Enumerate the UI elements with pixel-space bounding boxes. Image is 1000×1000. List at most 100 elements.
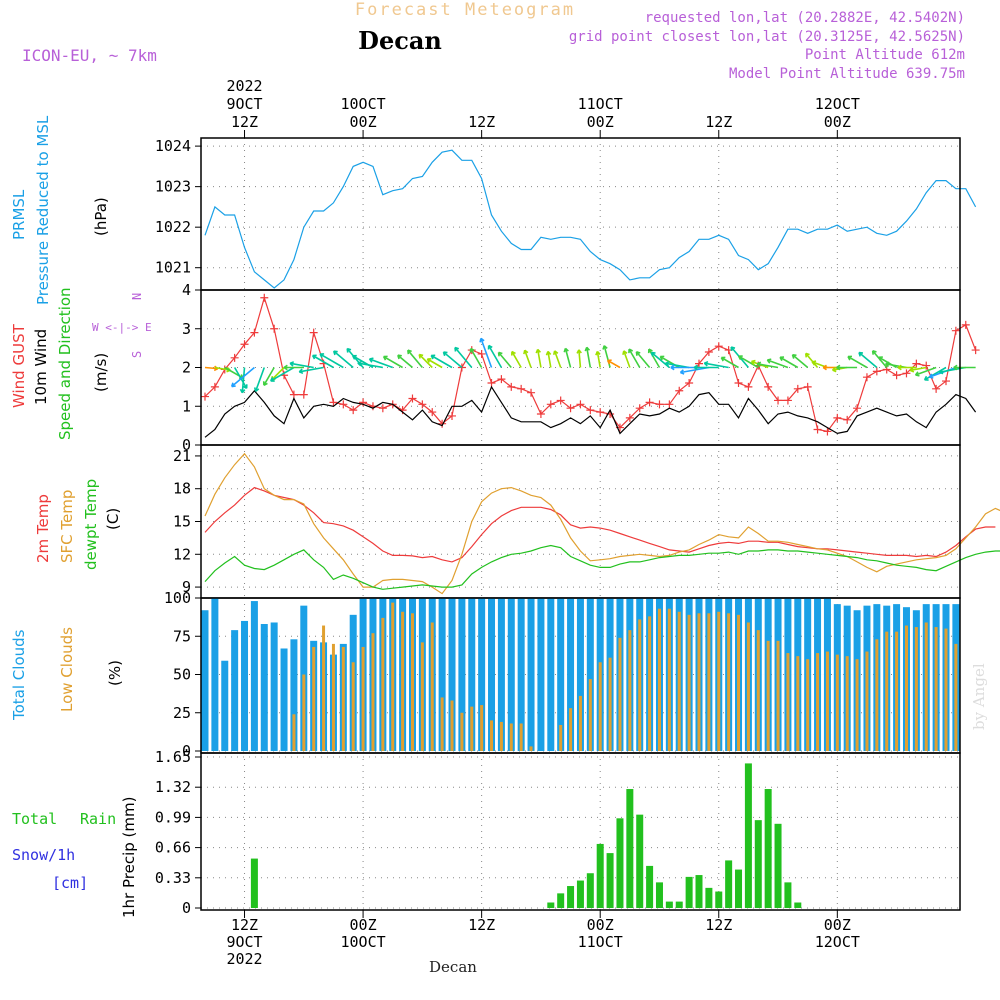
wind-arrow-head	[469, 347, 475, 353]
low-clouds-label: Low Clouds	[58, 627, 76, 712]
wind-arrow-head	[766, 358, 772, 364]
gust-point	[793, 384, 802, 393]
wind-arrow-head	[357, 360, 362, 367]
wind-direction-arrow	[442, 351, 463, 369]
wind-arrow-head	[650, 351, 656, 357]
low-cloud-bar	[578, 695, 582, 751]
wind-arrow-head	[938, 368, 944, 375]
gust-point	[556, 396, 565, 405]
bottom-time-label: 11OCT	[578, 933, 623, 951]
gust-point	[734, 379, 743, 387]
wind-arrow-head	[298, 368, 304, 375]
temperature-ytick-label: 18	[173, 480, 191, 498]
wind-direction-arrow	[915, 366, 937, 376]
total-cloud-bar	[478, 598, 486, 751]
precip-bar	[655, 882, 663, 908]
wind-arrow-head	[730, 346, 736, 352]
low-cloud-bar	[420, 642, 424, 751]
temperature-frame	[200, 444, 961, 599]
top-time-label: 10OCT	[341, 95, 386, 113]
gust-point	[349, 406, 358, 415]
gust-point	[862, 373, 871, 382]
bottom-time-label: 00Z	[587, 916, 614, 934]
temperature-line-dewpt-temp	[204, 544, 1000, 590]
wind-arrow-head	[239, 388, 246, 394]
gust-point	[250, 328, 259, 337]
wind-labels: Wind GUST 10m Wind Speed and Direction (…	[10, 287, 152, 440]
wind-arrow-head	[635, 351, 641, 356]
wind-arrow-head	[262, 381, 268, 386]
wind-ytick-label: 1	[182, 397, 191, 415]
wind-arrow-head	[535, 348, 542, 354]
low-cloud-bar	[341, 646, 345, 751]
wind-arrow-head	[928, 373, 934, 379]
low-cloud-bar	[737, 614, 741, 751]
wind-arrow-head	[858, 351, 864, 357]
low-cloud-bar	[351, 662, 355, 751]
low-cloud-bar	[756, 630, 760, 751]
clouds-ytick-label: 75	[173, 627, 191, 645]
wind-arrow-head	[382, 355, 388, 361]
wind-arrow-head	[750, 359, 756, 366]
low-cloud-bar	[697, 613, 701, 751]
wind-direction-arrow	[847, 355, 868, 369]
wind-arrow-head	[418, 353, 424, 359]
clouds-ytick-label: 100	[164, 589, 191, 607]
wind-direction-arrow	[270, 366, 285, 381]
wind-arrow-head	[953, 364, 958, 371]
wind-direction-arrow	[547, 351, 552, 368]
low-cloud-bar	[895, 631, 899, 751]
wind-arrow-head	[426, 358, 432, 363]
gust-point	[813, 425, 822, 434]
total-cloud-bar	[201, 610, 209, 751]
wind-arrow-head	[454, 346, 460, 352]
wind-direction-arrow	[319, 353, 344, 369]
low-cloud-bar	[855, 659, 859, 751]
wind-arrow-head	[430, 354, 436, 360]
low-cloud-bar	[806, 659, 810, 751]
low-cloud-bar	[559, 724, 563, 751]
precip-bar	[735, 869, 743, 908]
low-cloud-bar	[648, 616, 652, 751]
gust-point	[942, 377, 950, 386]
pressure-unit: (hPa)	[92, 197, 110, 236]
wind-arrow-head	[664, 361, 670, 367]
gust-point	[359, 398, 368, 407]
gust-point	[764, 382, 773, 391]
wind-arrow-head	[352, 354, 357, 360]
model-altitude: Model Point Altitude 639.75m	[729, 66, 965, 82]
wind-direction-arrow	[648, 348, 661, 368]
wind-arrow-head	[737, 355, 743, 361]
temperature-line-2m-temp	[204, 486, 996, 563]
wind-direction-arrow	[333, 350, 354, 369]
wind-arrow-head	[897, 364, 902, 371]
gust-point	[201, 392, 209, 401]
total-cloud-bar	[547, 598, 555, 751]
gust-point	[833, 413, 842, 422]
temp-dewpt-label: dewpt Temp	[82, 479, 100, 570]
gust-point	[783, 396, 792, 405]
pressure-ytick-label: 1023	[155, 178, 191, 196]
low-cloud-bar	[440, 697, 444, 751]
low-cloud-bar	[470, 706, 474, 751]
precip-bar	[715, 891, 723, 908]
top-time-label: 12OCT	[815, 95, 860, 113]
gust-point	[428, 408, 437, 417]
gust-point	[872, 367, 881, 376]
gust-point	[210, 382, 219, 391]
wind-arrow-head	[289, 361, 295, 367]
precip-ytick-label: 0.33	[155, 869, 191, 887]
wind-arrow-head	[584, 346, 591, 352]
wind-line-10m-wind	[204, 385, 977, 438]
temperature-panel: 9 12 15 18 21	[173, 444, 1000, 599]
gust-point	[448, 411, 456, 420]
snow-label: Snow/1h	[12, 846, 75, 864]
temperature-ytick-label: 21	[173, 447, 191, 465]
low-cloud-bar	[618, 637, 622, 751]
wind-arrow-head	[909, 367, 915, 373]
low-cloud-bar	[667, 608, 671, 751]
wind-direction-arrow	[289, 362, 314, 369]
low-cloud-bar	[707, 613, 711, 751]
low-cloud-bar	[509, 723, 513, 751]
